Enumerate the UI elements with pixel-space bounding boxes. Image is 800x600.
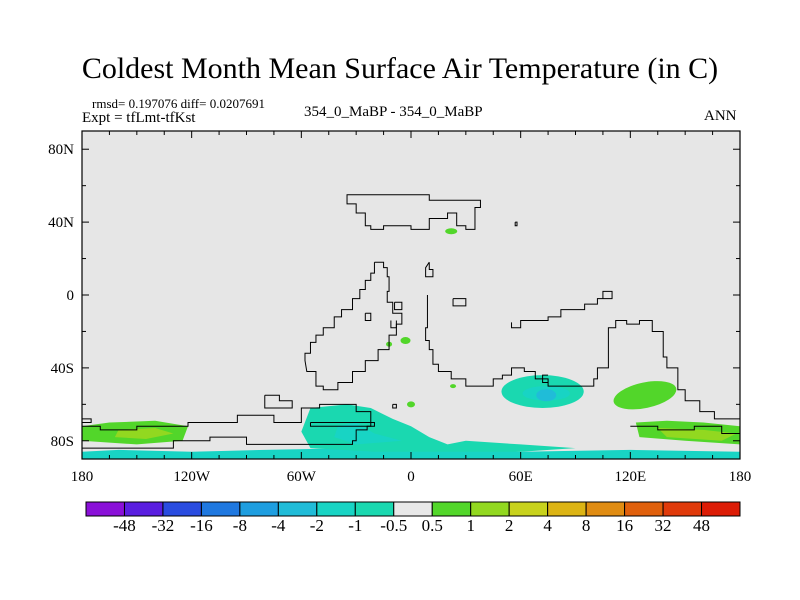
colorbar-swatch [431,501,472,517]
colorbar-tick-label: 0.5 [421,516,443,535]
y-tick-label: 0 [67,288,75,304]
colorbar-swatch [701,501,741,517]
coastline-segment [390,320,397,329]
coastline-segment [394,301,403,311]
coastline-segment [82,418,92,424]
colorbar-swatch [200,501,241,517]
coastline-segment [309,422,375,427]
colorbar-tick-label: -2 [309,516,324,535]
y-tick-label: 40S [51,361,74,377]
experiment-label: Expt = tfLmt-tfKst [82,110,196,126]
anomaly-patch-africa [400,337,411,345]
colorbar-tick-label: 1 [466,516,475,535]
case-label: 354_0_MaBP - 354_0_MaBP [304,104,483,120]
colorbar-swatch [316,501,356,517]
y-tick-label: 40N [48,215,74,231]
colorbar-swatch [85,501,125,517]
anomaly-patch-indian-small [450,384,457,389]
coastline-segment [452,298,467,307]
colorbar-tick-label: 8 [581,516,591,535]
coastline-segment [364,312,372,322]
stats-label: rmsd= 0.197076 diff= 0.0207691 [92,96,265,111]
colorbar-tick-label: -32 [151,516,175,535]
coastline-segment [264,394,293,409]
plot-title: Coldest Month Mean Surface Air Temperatu… [81,52,719,85]
colorbar-tick-label: -8 [232,516,247,535]
coastline-segment [630,425,740,434]
anomaly-south-pacific-east-core [657,428,737,441]
x-tick-label: 60E [509,469,533,485]
colorbar-tick-label: 2 [504,516,514,535]
y-tick-label: 80N [48,142,74,158]
colorbar-swatch [393,501,433,517]
plot-background [82,131,740,459]
anomaly-patch-south-atlantic [407,401,415,408]
y-tick-label: 80S [51,434,74,450]
colorbar-swatch [470,501,510,517]
colorbar-swatch [508,501,549,517]
colorbar-swatch [162,501,202,517]
colorbar-tick-label: 4 [543,516,552,535]
x-tick-label: 120E [614,469,646,485]
colorbar-tick-label: 16 [616,516,634,535]
colorbar-tick-label: -16 [190,516,213,535]
x-tick-label: 60W [287,469,317,485]
colorbar-swatch [547,501,587,517]
colorbar-swatch [354,501,395,517]
x-tick-label: 180 [71,469,94,485]
anomaly-south-pacific-west-core [114,428,174,439]
anomaly-indian-center [536,389,557,402]
coastline-segment [542,374,549,383]
anomaly-antarctic-core [334,422,402,445]
coastline-segment [82,403,372,449]
colorbar-tick-label: 32 [654,516,672,535]
coastline-segment [514,221,518,227]
coastline-segment [346,194,481,230]
colorbar-swatch [123,501,164,517]
season-label: ANN [704,108,737,124]
coastline-segment [392,403,397,409]
coastline-segment [511,290,613,329]
coastline-segment [425,261,434,278]
x-tick-label: 0 [407,469,415,485]
coastline-segment [425,295,740,420]
anomaly-patch-north [445,228,458,235]
colorbar-tick-label: -0.5 [380,516,408,535]
coastline-segment [304,261,403,391]
colorbar-swatch [662,501,703,517]
colorbar-swatch [624,501,664,517]
colorbar-tick-label: 48 [693,516,711,535]
anomaly-tasman [613,381,677,410]
colorbar-swatch [239,501,279,517]
x-tick-label: 120W [173,469,211,485]
colorbar-tick-label: -48 [113,516,136,535]
colorbar-tick-label: -1 [348,516,363,535]
colorbar-swatch [277,501,318,517]
x-tick-label: 180 [729,469,752,485]
colorbar-swatch [585,501,626,517]
colorbar-tick-label: -4 [271,516,286,535]
